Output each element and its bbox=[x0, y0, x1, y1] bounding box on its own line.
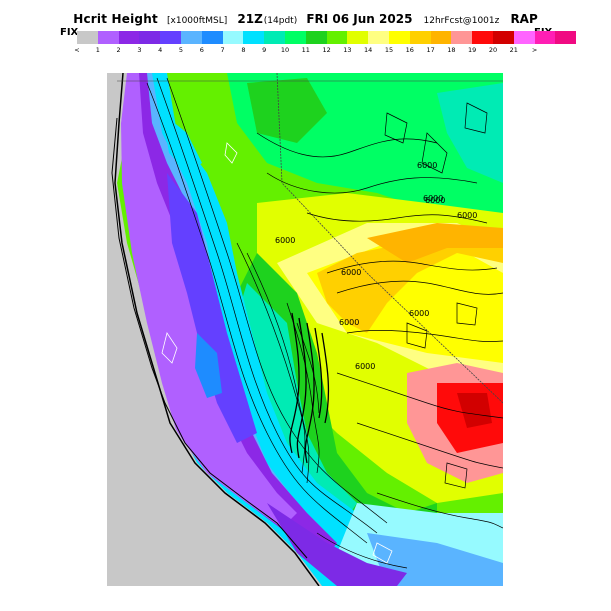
color-scale-tick-label: 8 bbox=[241, 46, 246, 54]
color-scale-tick-label: 14 bbox=[364, 46, 373, 54]
color-scale-tick-label: > bbox=[531, 46, 538, 54]
color-scale-swatch bbox=[451, 31, 473, 44]
color-scale-swatch bbox=[409, 31, 431, 44]
south-coast-purple bbox=[267, 503, 407, 586]
color-scale-swatch bbox=[472, 31, 493, 44]
contour-label: 6000 bbox=[423, 194, 443, 203]
map-title: Hcrit Height [x1000ftMSL] 21Z(14pdt) FRI… bbox=[0, 8, 611, 27]
contour-lines bbox=[146, 77, 503, 569]
color-scale-tick-label: 9 bbox=[262, 46, 267, 54]
water-bodies bbox=[161, 142, 393, 564]
color-scale-swatch bbox=[180, 31, 202, 44]
contour-label: 6000 bbox=[275, 236, 295, 245]
color-scale-swatch bbox=[534, 31, 556, 44]
offshore-deep-purple bbox=[167, 173, 257, 443]
map-panel: 6000 6000 6000 6000 6000 6000 6000 6000 … bbox=[107, 73, 503, 586]
color-scale-tick-label: 2 bbox=[116, 46, 121, 54]
northeast-green-patch bbox=[437, 83, 503, 183]
coastal-violet bbox=[121, 73, 297, 528]
color-scale-tick-label: 3 bbox=[137, 46, 142, 54]
title-model: RAP bbox=[510, 12, 538, 26]
contour-label: 6000 bbox=[457, 211, 477, 220]
color-scale-tick-label: 21 bbox=[509, 46, 518, 54]
color-scale-tick-label: 16 bbox=[405, 46, 414, 54]
color-scale-swatch bbox=[430, 31, 452, 44]
great-basin-orange bbox=[367, 223, 503, 263]
title-field: Hcrit Height bbox=[73, 12, 158, 26]
contour-label: 6000 bbox=[339, 318, 359, 327]
offshore-outline bbox=[111, 117, 308, 559]
color-scale-swatch bbox=[77, 31, 98, 44]
ocean bbox=[107, 73, 322, 586]
color-scale-swatch bbox=[305, 31, 327, 44]
coastline bbox=[114, 73, 320, 586]
sierra-dense-contours bbox=[289, 312, 330, 464]
color-scale-swatch bbox=[555, 31, 577, 44]
color-scale-tick-label: 5 bbox=[178, 46, 184, 54]
contour-label: 6000 bbox=[417, 161, 437, 170]
title-date: FRI 06 Jun 2025 bbox=[306, 12, 413, 26]
contour-label: 6000 bbox=[409, 309, 429, 318]
title-local-time: (14pdt) bbox=[263, 16, 298, 26]
color-scale-swatch bbox=[264, 31, 285, 44]
color-scale-tick-label: < bbox=[74, 46, 80, 54]
color-scale-swatch bbox=[347, 31, 369, 44]
color-scale-swatch bbox=[139, 31, 161, 44]
southeast-dark-red bbox=[457, 393, 492, 428]
color-scale-swatch bbox=[118, 31, 140, 44]
color-scale-tick-label: 18 bbox=[447, 46, 456, 54]
color-scale-tick-label: 10 bbox=[280, 46, 290, 54]
color-scale-tick-label: 7 bbox=[220, 46, 225, 54]
color-scale-tick-label: 20 bbox=[488, 46, 498, 54]
color-scale-tick-label: 15 bbox=[384, 46, 394, 54]
color-scale-swatch bbox=[243, 31, 265, 44]
color-scale-swatch bbox=[326, 31, 348, 44]
color-scale-bar bbox=[77, 31, 577, 44]
color-scale-ticks: <1 2 3 4 5 6 7 8 9 10 11 12 13 14 15 16 17 18 19 20 21 > bbox=[70, 46, 537, 56]
state-boundary-ca-nv bbox=[276, 73, 503, 404]
central-valley-teal bbox=[232, 283, 357, 533]
fix-label-left: FIX bbox=[60, 27, 79, 38]
color-scale-tick-label: 12 bbox=[322, 46, 331, 54]
color-scale-swatch bbox=[284, 31, 306, 44]
bay-area-blue bbox=[195, 333, 222, 398]
color-scale-swatch bbox=[388, 31, 410, 44]
color-scale-tick-label: 4 bbox=[158, 46, 163, 54]
color-scale-tick-label: 13 bbox=[343, 46, 352, 54]
contour-label: 6000 bbox=[425, 196, 445, 205]
sierra-orange-zone bbox=[317, 228, 503, 333]
color-scale-swatch bbox=[222, 31, 244, 44]
color-scale-tick-label: 11 bbox=[301, 46, 310, 54]
contour-label: 6000 bbox=[355, 362, 375, 371]
title-units: [x1000ftMSL] bbox=[167, 16, 228, 26]
contour-label-group: 6000 6000 6000 6000 6000 6000 6000 6000 … bbox=[275, 161, 477, 371]
north-coast-cyan bbox=[162, 113, 202, 173]
contour-label: 6000 bbox=[341, 268, 361, 277]
color-scale-swatch bbox=[492, 31, 514, 44]
color-scale-tick-label: 1 bbox=[95, 46, 100, 54]
color-scale-swatch bbox=[160, 31, 181, 44]
color-scale-swatch bbox=[201, 31, 223, 44]
color-scale-tick-label: 17 bbox=[426, 46, 435, 54]
north-green-patch bbox=[247, 78, 327, 143]
color-scale-swatch bbox=[513, 31, 535, 44]
color-scale-swatch bbox=[97, 31, 119, 44]
map-canvas: 6000 6000 6000 6000 6000 6000 6000 6000 … bbox=[107, 73, 503, 586]
color-scale-swatch bbox=[368, 31, 389, 44]
title-forecast: 12hrFcst@1001z bbox=[423, 16, 500, 26]
title-valid-time: 21Z bbox=[237, 12, 263, 26]
color-scale-tick-label: 19 bbox=[468, 46, 477, 54]
color-scale-tick-label: 6 bbox=[199, 46, 204, 54]
